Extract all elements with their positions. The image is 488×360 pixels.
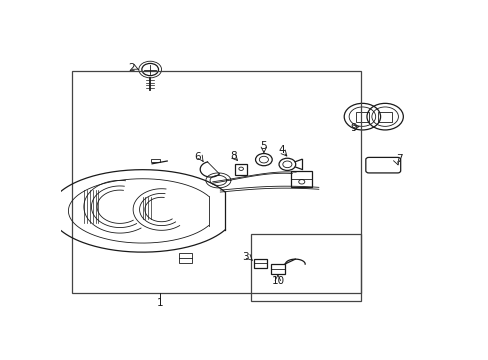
Bar bbox=[253, 260, 267, 268]
Text: 5: 5 bbox=[260, 141, 266, 151]
Text: 10: 10 bbox=[271, 276, 284, 286]
Text: 4: 4 bbox=[278, 145, 285, 156]
Text: 6: 6 bbox=[194, 152, 201, 162]
Bar bbox=[355, 112, 368, 122]
Text: 3: 3 bbox=[242, 252, 248, 262]
Text: 7: 7 bbox=[395, 154, 402, 164]
Text: 8: 8 bbox=[230, 151, 236, 161]
Bar bbox=[235, 164, 246, 175]
Text: 2: 2 bbox=[128, 63, 134, 73]
Bar bbox=[250, 234, 360, 301]
Text: 9: 9 bbox=[350, 123, 356, 133]
Bar bbox=[290, 171, 312, 187]
Text: 1: 1 bbox=[156, 298, 163, 308]
Bar bbox=[270, 264, 284, 274]
Bar bbox=[178, 253, 192, 263]
Bar bbox=[72, 71, 360, 293]
Bar bbox=[378, 112, 391, 122]
Bar bbox=[151, 158, 159, 162]
